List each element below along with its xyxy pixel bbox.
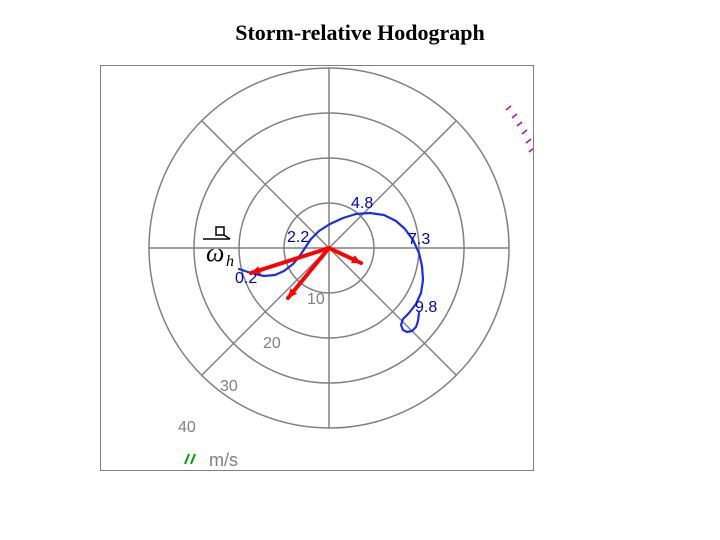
green-tick	[191, 454, 195, 464]
radial-spoke	[202, 121, 329, 248]
ring-label: 20	[263, 335, 281, 352]
height-label: 9.8	[415, 299, 437, 316]
green-tick	[185, 454, 189, 464]
ring-label: 30	[220, 378, 238, 395]
dash-mark	[517, 122, 522, 126]
dash-mark	[506, 106, 511, 110]
radial-spoke	[329, 121, 456, 248]
omega-subscript: h	[226, 253, 234, 270]
dash-mark	[522, 130, 527, 134]
dash-mark	[529, 148, 533, 152]
units-label: m/s	[209, 450, 238, 470]
ring-label: 40	[178, 419, 196, 436]
hodograph-svg: 10203040m/s0.22.24.87.39.8ωh	[101, 66, 533, 470]
height-label: 7.3	[408, 231, 430, 248]
dash-mark	[526, 139, 531, 143]
hodograph-plot: 10203040m/s0.22.24.87.39.8ωh	[100, 65, 534, 471]
height-label: 4.8	[351, 195, 373, 212]
height-label: 2.2	[287, 229, 309, 246]
chart-title: Storm-relative Hodograph	[0, 20, 720, 46]
dash-mark	[512, 114, 517, 118]
omega-marker	[216, 227, 224, 235]
omega-symbol: ω	[206, 238, 224, 267]
ring-label: 10	[307, 291, 325, 308]
